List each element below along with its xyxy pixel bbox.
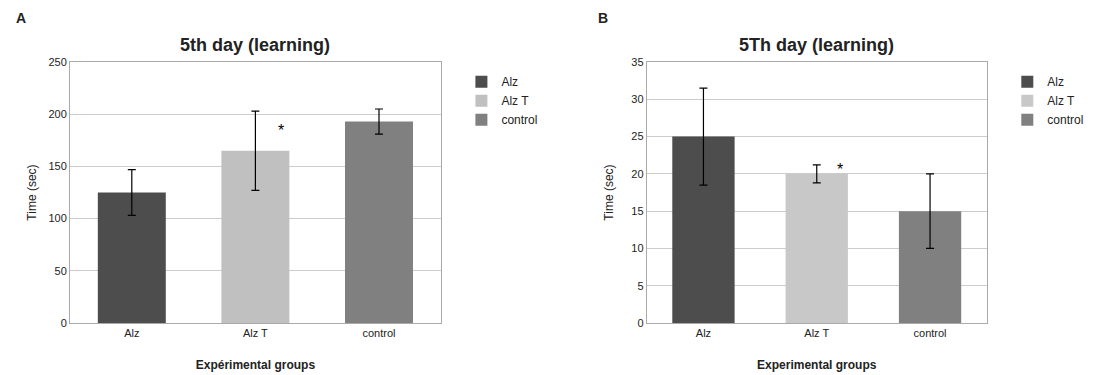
svg-text:Alz: Alz [1047,75,1064,89]
svg-text:200: 200 [48,108,66,120]
svg-text:control: control [914,327,947,339]
svg-text:5Th day (learning): 5Th day (learning) [739,35,894,55]
svg-text:150: 150 [48,160,66,172]
svg-text:Alz T: Alz T [243,327,268,339]
svg-text:0: 0 [637,317,643,329]
svg-text:15: 15 [631,205,643,217]
svg-text:Alz T: Alz T [804,327,829,339]
svg-text:*: * [837,161,843,178]
svg-text:10: 10 [631,242,643,254]
svg-text:Experimental groups: Experimental groups [757,358,877,372]
svg-text:*: * [278,122,284,139]
svg-text:Alz T: Alz T [1047,94,1075,108]
svg-text:30: 30 [631,93,643,105]
svg-text:100: 100 [48,212,66,224]
svg-text:50: 50 [55,265,67,277]
svg-text:Time (sec): Time (sec) [602,164,616,220]
svg-text:5: 5 [637,280,643,292]
svg-text:Expérimental groups: Expérimental groups [196,358,316,372]
svg-text:35: 35 [631,56,643,68]
svg-text:control: control [362,327,395,339]
svg-text:Alz T: Alz T [501,94,529,108]
svg-text:A: A [16,10,26,26]
svg-text:B: B [598,10,608,26]
svg-text:20: 20 [631,168,643,180]
svg-text:Alz: Alz [501,75,518,89]
svg-text:5th day (learning): 5th day (learning) [180,35,330,55]
svg-text:control: control [501,113,537,127]
svg-text:Alz: Alz [696,327,711,339]
svg-text:control: control [1047,113,1083,127]
svg-text:0: 0 [61,317,67,329]
svg-text:25: 25 [631,130,643,142]
svg-text:Alz: Alz [124,327,139,339]
svg-text:250: 250 [48,56,66,68]
svg-text:Time (sec): Time (sec) [25,164,39,220]
